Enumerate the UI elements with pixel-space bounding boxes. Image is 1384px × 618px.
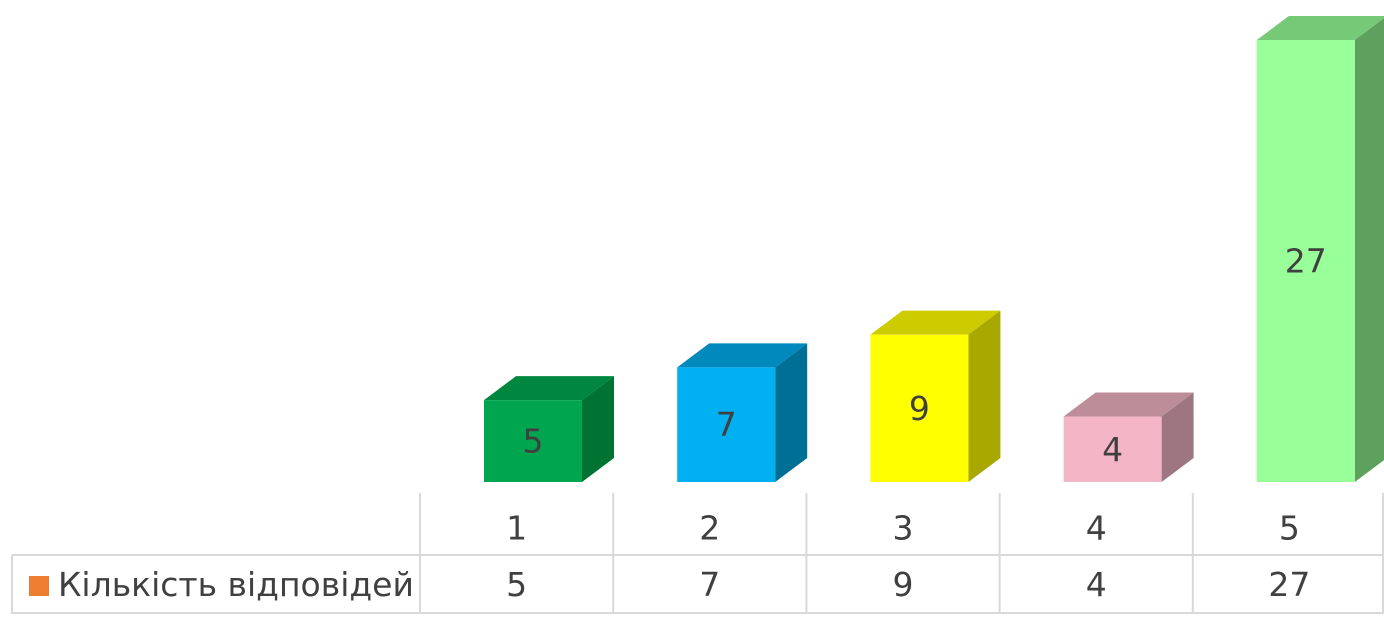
bar: [677, 367, 776, 482]
bars-layer: 5 7 9 4 27: [484, 16, 1384, 482]
data-label: 9: [909, 389, 930, 428]
data-label: 5: [523, 422, 544, 461]
table-value: 5: [506, 565, 527, 604]
bar-top-face: [870, 310, 1001, 335]
table-value: 7: [699, 565, 720, 604]
category-label: 5: [1279, 509, 1300, 548]
bar-group: 4: [1063, 392, 1194, 482]
legend-series-name: Кількість відповідей: [58, 565, 414, 604]
data-label: 4: [1102, 430, 1123, 469]
bar-side-face: [968, 310, 1001, 482]
category-label: 1: [506, 509, 527, 548]
bar: [1063, 416, 1162, 482]
bar-top-face: [677, 343, 808, 368]
table-value: 9: [893, 565, 914, 604]
bar-side-face: [775, 343, 808, 482]
bar-top-face: [484, 376, 614, 401]
category-label: 2: [699, 509, 720, 548]
table-value: 4: [1086, 565, 1107, 604]
bar: [1256, 40, 1355, 482]
bar-side-face: [582, 376, 614, 482]
data-label: 27: [1285, 242, 1327, 281]
bar-group: 7: [677, 343, 808, 482]
bar-group: 27: [1256, 16, 1384, 482]
bar: [870, 334, 969, 482]
bar-top-face: [1256, 16, 1384, 40]
bar-side-face: [1161, 392, 1194, 482]
bar-group: 9: [870, 310, 1001, 482]
bar-group: 5: [484, 376, 614, 482]
table-value: 27: [1268, 565, 1310, 604]
bar-top-face: [1063, 392, 1194, 417]
bar-side-face: [1354, 18, 1384, 482]
category-label: 3: [893, 509, 914, 548]
bar: [484, 400, 582, 482]
legend-key: [29, 576, 49, 596]
category-label: 4: [1086, 509, 1107, 548]
data-label: 7: [716, 405, 737, 444]
data-table: 1 2 3 4 5 5 7 9 4 27 Кількість відповідей: [11, 493, 1384, 614]
